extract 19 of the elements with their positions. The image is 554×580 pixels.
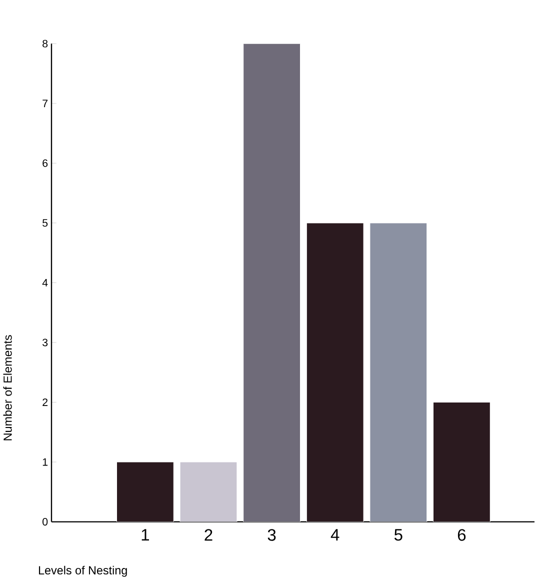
y-axis-title: Number of Elements xyxy=(3,335,12,440)
x-tick-label: 1 xyxy=(142,529,150,540)
bar xyxy=(116,462,174,522)
y-tick-label: 5 xyxy=(42,219,48,227)
x-tick-label: 4 xyxy=(330,529,340,540)
y-tick-label: 8 xyxy=(42,40,48,48)
bar xyxy=(243,44,301,522)
y-tick-label: 2 xyxy=(42,398,48,406)
x-tick-label: 5 xyxy=(394,529,402,541)
y-tick-label: 6 xyxy=(42,159,48,167)
y-tick-label: 0 xyxy=(42,518,48,526)
x-tick-label: 6 xyxy=(458,529,466,541)
x-tick-label: 2 xyxy=(204,529,212,541)
y-tick-label: 1 xyxy=(42,458,48,466)
x-axis-title: Levels of Nesting xyxy=(39,566,127,577)
x-tick-label: 3 xyxy=(268,529,276,541)
y-tick-label: 3 xyxy=(42,338,48,346)
y-tick-label: 7 xyxy=(42,100,48,108)
y-tick-label: 4 xyxy=(42,279,48,286)
